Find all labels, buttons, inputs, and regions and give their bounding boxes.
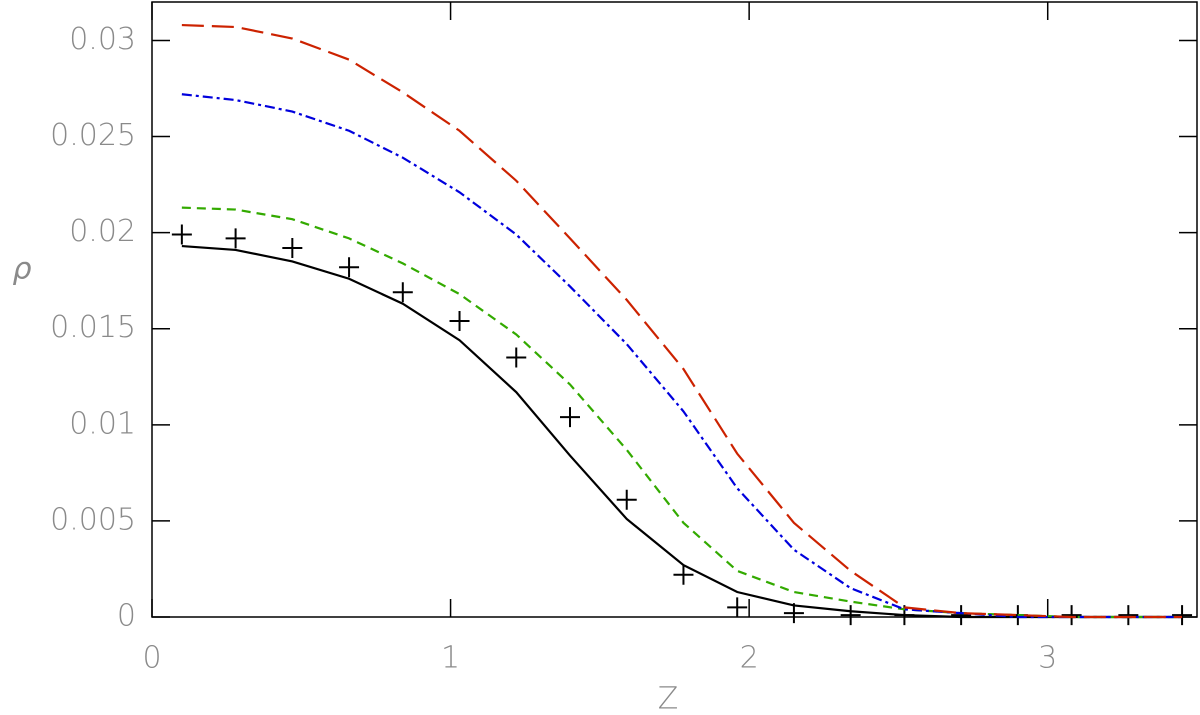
plot-frame bbox=[151, 1, 1198, 618]
series-line bbox=[181, 206, 1183, 619]
y-tick-label: 0.01 bbox=[69, 406, 136, 441]
plus-marker bbox=[560, 407, 580, 428]
plus-marker bbox=[506, 347, 527, 368]
x-axis-label: Z bbox=[658, 682, 679, 715]
plus-marker bbox=[392, 282, 413, 303]
plus-marker bbox=[339, 257, 360, 278]
y-tick-label: 0.03 bbox=[69, 22, 136, 57]
plus-marker bbox=[727, 597, 748, 618]
series-line bbox=[181, 23, 1183, 619]
plus-marker bbox=[1118, 605, 1139, 626]
y-tick-label: 0.02 bbox=[69, 214, 136, 249]
series-line bbox=[181, 244, 1183, 619]
plus-marker bbox=[951, 605, 972, 626]
y-tick-label: 0.005 bbox=[50, 502, 136, 537]
x-tick-label: 2 bbox=[740, 641, 759, 676]
x-tick-label: 1 bbox=[441, 641, 460, 676]
y-axis-label: ρ bbox=[12, 252, 31, 287]
series-line bbox=[181, 93, 1183, 619]
plus-marker bbox=[171, 224, 192, 245]
y-tick-label: 0.015 bbox=[50, 310, 136, 345]
plus-marker bbox=[616, 489, 637, 510]
plus-marker bbox=[282, 238, 303, 258]
plus-marker bbox=[1061, 605, 1082, 626]
plus-marker bbox=[673, 564, 694, 585]
plus-marker bbox=[840, 605, 861, 626]
plus-marker bbox=[449, 311, 470, 332]
x-tick-label: 0 bbox=[142, 641, 161, 676]
plus-marker bbox=[225, 228, 246, 249]
y-tick-label: 0.025 bbox=[50, 118, 136, 153]
x-tick-label: 3 bbox=[1038, 641, 1057, 676]
y-tick-label: 0 bbox=[117, 599, 136, 634]
plus-marker bbox=[1172, 605, 1193, 626]
